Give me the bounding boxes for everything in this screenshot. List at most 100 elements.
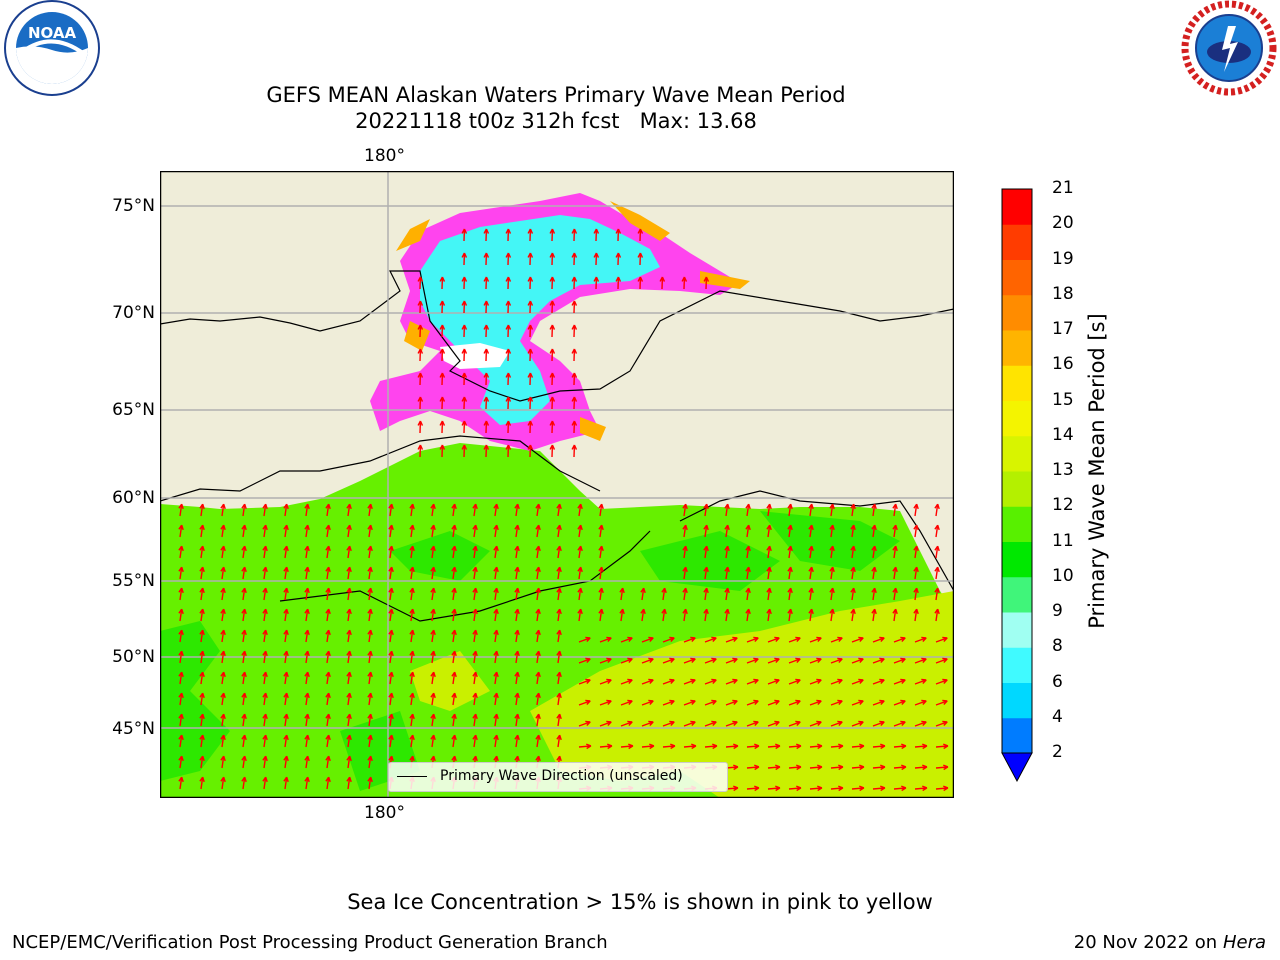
wave-direction-arrow <box>913 608 919 622</box>
wave-direction-arrow <box>830 699 843 706</box>
colorbar-tick-label: 8 <box>1052 636 1063 657</box>
colorbar-segment <box>1002 541 1032 578</box>
wave-direction-arrow <box>766 545 772 559</box>
wave-direction-arrow <box>788 678 801 685</box>
wave-direction-arrow <box>367 608 373 622</box>
wave-direction-arrow <box>439 420 446 434</box>
wave-direction-arrow <box>262 566 268 580</box>
wave-direction-arrow <box>577 545 583 559</box>
wave-direction-arrow <box>220 629 226 643</box>
wave-direction-arrow <box>850 524 856 538</box>
wave-direction-arrow <box>704 678 717 685</box>
wave-direction-arrow <box>935 636 948 643</box>
colorbar-segment <box>1002 365 1032 401</box>
wave-direction-arrow <box>325 755 331 769</box>
wave-direction-arrow <box>178 566 184 580</box>
wave-direction-arrow <box>283 692 289 706</box>
wave-direction-arrow <box>241 503 247 517</box>
wave-direction-arrow <box>304 608 310 622</box>
wave-direction-arrow <box>439 444 446 458</box>
wave-direction-arrow <box>746 785 760 792</box>
wave-direction-arrow <box>304 587 310 601</box>
wave-direction-arrow <box>220 608 226 622</box>
wave-direction-arrow <box>505 372 512 386</box>
wave-direction-arrow <box>527 228 534 242</box>
wave-direction-arrow <box>745 524 751 538</box>
wave-direction-arrow <box>388 608 394 622</box>
wave-direction-arrow <box>535 566 541 580</box>
wave-direction-arrow <box>178 503 184 517</box>
wave-direction-arrow <box>472 503 478 517</box>
wave-direction-arrow <box>549 252 556 266</box>
wave-direction-arrow <box>641 743 655 750</box>
wave-direction-arrow <box>746 699 759 706</box>
wave-direction-arrow <box>682 524 688 538</box>
wave-direction-arrow <box>871 503 877 517</box>
wave-direction-arrow <box>615 276 622 290</box>
wave-direction-arrow <box>808 545 814 559</box>
wave-direction-arrow <box>199 776 205 790</box>
wave-direction-arrow <box>935 785 949 792</box>
wave-direction-arrow <box>430 608 436 622</box>
wave-direction-arrow <box>850 587 856 601</box>
wave-direction-arrow <box>178 608 184 622</box>
wave-direction-arrow <box>527 252 534 266</box>
wave-direction-arrow <box>809 636 822 643</box>
wave-direction-arrow <box>220 713 226 727</box>
wave-direction-arrow <box>461 252 468 266</box>
wave-direction-arrow <box>577 587 583 601</box>
wave-direction-arrow <box>746 657 759 664</box>
wave-direction-arrow <box>556 692 562 706</box>
wave-direction-arrow <box>535 587 541 601</box>
wave-direction-arrow <box>417 348 424 362</box>
wave-direction-arrow <box>934 545 940 559</box>
wave-direction-arrow <box>788 764 802 771</box>
wave-direction-arrow <box>409 503 415 517</box>
colorbar-segment <box>1002 717 1032 754</box>
wave-direction-arrow <box>571 396 578 410</box>
wave-direction-arrow <box>346 755 352 769</box>
wave-direction-arrow <box>514 650 520 664</box>
wave-direction-arrow <box>367 713 373 727</box>
wave-direction-arrow <box>493 608 499 622</box>
wave-direction-arrow <box>808 587 814 601</box>
wave-direction-arrow <box>746 743 760 750</box>
wave-direction-arrow <box>430 692 436 706</box>
wave-direction-arrow <box>262 755 268 769</box>
wave-direction-arrow <box>788 636 801 643</box>
wave-direction-arrow <box>367 545 373 559</box>
wave-direction-arrow <box>830 743 844 750</box>
wave-direction-arrow <box>683 657 696 664</box>
wave-direction-arrow <box>514 692 520 706</box>
wave-direction-arrow <box>199 503 205 517</box>
wave-direction-arrow <box>767 636 780 643</box>
wave-direction-arrow <box>199 671 205 685</box>
wave-direction-arrow <box>871 566 877 580</box>
colorbar-tick-label: 12 <box>1052 495 1074 516</box>
wave-direction-arrow <box>325 650 331 664</box>
wave-direction-arrow <box>304 713 310 727</box>
wave-direction-arrow <box>556 629 562 643</box>
sea-ice-note: Sea Ice Concentration > 15% is shown in … <box>347 890 933 914</box>
wave-direction-arrow <box>178 776 184 790</box>
wave-direction-arrow <box>505 444 512 458</box>
lat-label-65n: 65°N <box>112 400 155 420</box>
wave-direction-arrow <box>199 734 205 748</box>
wave-direction-arrow <box>461 348 468 362</box>
wave-direction-arrow <box>683 678 696 685</box>
wave-direction-arrow <box>451 671 457 685</box>
colorbar-tick-label: 21 <box>1052 178 1074 198</box>
wave-direction-arrow <box>178 524 184 538</box>
wave-direction-arrow <box>830 720 843 727</box>
wave-direction-arrow <box>388 713 394 727</box>
wave-direction-arrow <box>451 566 457 580</box>
wave-direction-arrow <box>346 503 352 517</box>
colorbar-segment <box>1002 400 1032 437</box>
wave-direction-arrow <box>556 566 562 580</box>
wave-direction-arrow <box>505 228 512 242</box>
wave-direction-arrow <box>578 678 591 685</box>
wave-direction-arrow <box>851 764 865 771</box>
wave-direction-arrow <box>461 420 468 434</box>
wave-direction-arrow <box>451 713 457 727</box>
wave-direction-arrow <box>703 608 709 622</box>
